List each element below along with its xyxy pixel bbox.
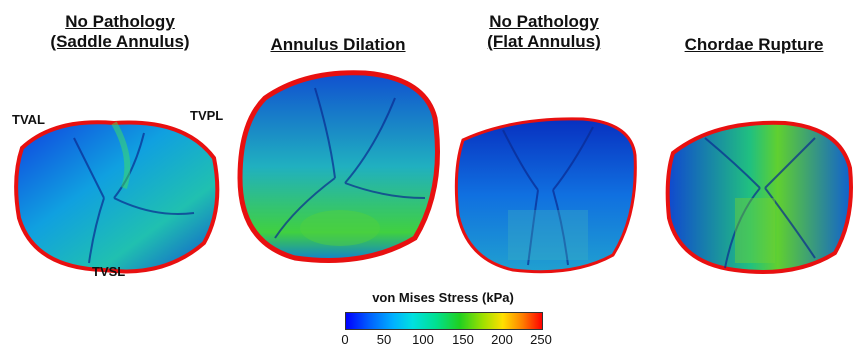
panel-title-flat: No Pathology (Flat Annulus) xyxy=(444,12,644,52)
colorbar-tick: 250 xyxy=(530,332,552,347)
label-tval: TVAL xyxy=(12,112,45,127)
valve-annulus-dilation xyxy=(235,68,445,263)
panel-title-chordae: Chordae Rupture xyxy=(654,35,853,55)
panel-title-line1: Annulus Dilation xyxy=(270,35,406,54)
colorbar-tick: 100 xyxy=(412,332,434,347)
label-tvpl: TVPL xyxy=(190,108,224,123)
colorbar-tick: 50 xyxy=(376,332,392,347)
panel-title-line1: Chordae Rupture xyxy=(684,35,824,54)
panel-title-line1: No Pathology xyxy=(65,12,175,31)
label-tvsl: TVSL xyxy=(92,264,126,279)
valve-saddle-annulus xyxy=(14,118,220,274)
colorbar-tick: 200 xyxy=(491,332,513,347)
panel-title-line2: (Flat Annulus) xyxy=(487,32,601,51)
colorbar-tick: 150 xyxy=(452,332,474,347)
panel-title-dilation: Annulus Dilation xyxy=(238,35,438,55)
panel-title-line2: (Saddle Annulus) xyxy=(50,32,190,51)
panel-title-line1: No Pathology xyxy=(489,12,599,31)
panel-title-saddle: No Pathology (Saddle Annulus) xyxy=(20,12,220,52)
valve-chordae-rupture xyxy=(665,118,853,276)
colorbar-title: von Mises Stress (kPa) xyxy=(372,290,514,305)
valve-flat-annulus xyxy=(453,115,638,275)
colorbar-tick: 0 xyxy=(341,332,349,347)
colorbar xyxy=(345,312,543,330)
